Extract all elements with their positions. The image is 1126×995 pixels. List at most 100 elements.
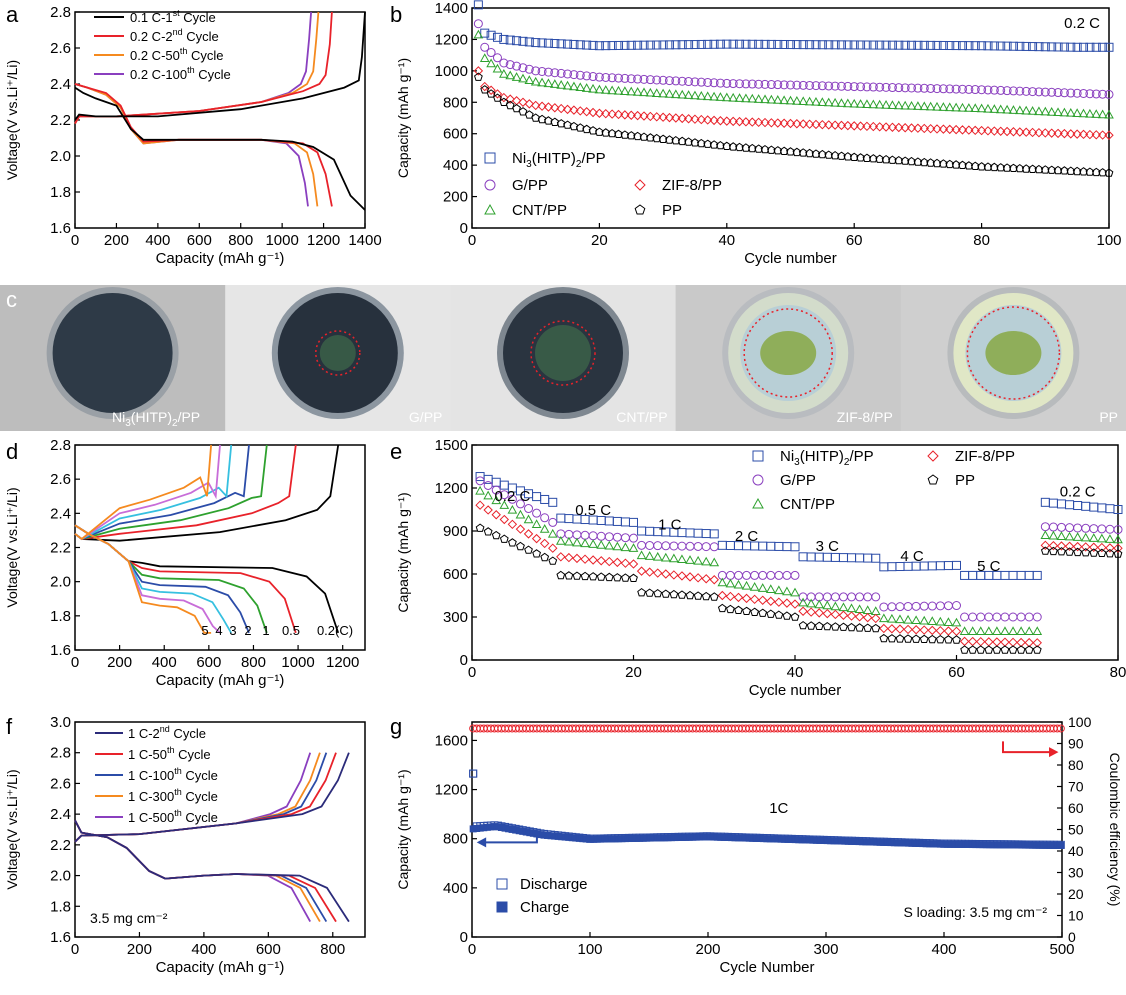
y2-tick-label: 40 [1068,843,1084,859]
data-point [661,589,671,598]
y2-tick-label: 70 [1068,779,1084,795]
data-point [556,552,566,562]
separator-disc [52,293,173,413]
data-point [690,77,700,87]
data-point [774,597,784,607]
data-point [613,109,624,120]
legend-label: Ni3(HITP)2/PP [512,150,606,170]
data-point [601,128,611,137]
data-point [728,116,738,127]
data-point [847,553,857,563]
legend-label: 0.2 C-2nd Cycle [130,27,219,44]
data-point [628,543,639,552]
x-tick-label: 20 [591,232,608,249]
data-point [983,41,993,51]
data-point [1024,626,1035,636]
data-point [957,102,968,112]
data-point [1034,87,1044,97]
data-point [693,591,703,600]
data-point [1046,128,1057,138]
data-point [750,570,760,580]
data-point [849,98,860,108]
data-point [1040,106,1051,116]
x-tick-label: 0 [468,232,476,249]
data-point [855,553,865,563]
y-axis-label: Capacity (mAh g⁻¹) [395,58,411,178]
y-axis-label: Capacity (mAh g⁻¹) [395,492,411,612]
data-point [868,99,879,109]
data-point [849,82,859,92]
data-point [977,41,987,51]
data-point [824,120,834,130]
data-point [612,541,623,551]
data-point [895,634,905,643]
data-point [515,524,526,534]
data-point [1032,612,1042,622]
rate-label: 4 [215,623,222,638]
data-point [499,490,509,500]
data-point [1048,530,1059,540]
data-point [530,100,541,111]
data-point [786,40,795,50]
data-point [951,124,961,135]
data-point [935,616,946,626]
data-point [830,81,840,91]
data-point [1072,541,1083,552]
discharge-curve [74,524,212,634]
x-tick-label: 300 [813,941,838,958]
data-point [1046,106,1057,116]
data-point [1057,547,1066,556]
data-point [588,539,598,548]
data-point [1008,127,1019,137]
data-point [779,39,789,49]
data-point [677,76,687,86]
data-point [715,39,725,49]
data-point [549,79,560,88]
data-point [843,81,853,91]
charge-curve [74,752,350,843]
data-point [479,53,490,62]
legend-label: ZIF-8/PP [955,448,1015,465]
y-tick-label: 2.6 [50,775,71,792]
data-point [492,32,502,42]
data-point [1008,645,1018,654]
data-point [677,590,687,599]
data-point [512,103,521,113]
legend-label: Ni3(HITP)2/PP [780,448,874,468]
data-point [900,40,910,50]
legend-marker [634,204,646,215]
data-point [572,571,582,580]
data-point [798,606,808,616]
data-point [798,597,808,607]
data-point [684,77,694,87]
data-point [957,84,967,94]
y-tick-label: 0 [460,929,468,946]
data-point [1072,108,1082,117]
data-point [967,636,978,647]
data-point [798,96,809,106]
arrow-right [1002,741,1053,754]
data-point [753,117,764,128]
data-point [669,589,679,599]
y-tick-label: 0 [460,652,468,669]
data-point [1078,129,1089,140]
y2-tick-label: 30 [1068,865,1084,881]
data-point [1104,130,1114,140]
data-point [1008,86,1018,96]
y-tick-label: 1600 [435,732,468,749]
data-point [532,508,542,518]
data-point [696,90,707,100]
data-point [935,625,946,636]
data-point [690,90,700,100]
data-point [838,592,848,602]
data-point [626,131,636,140]
data-point [960,645,969,654]
data-point [960,612,970,622]
discharge-point [469,769,478,778]
x-tick-label: 800 [320,941,345,958]
data-point [811,40,821,50]
data-point [491,485,501,495]
legend-marker [484,203,496,215]
data-point [887,634,897,643]
data-point [1097,533,1107,543]
